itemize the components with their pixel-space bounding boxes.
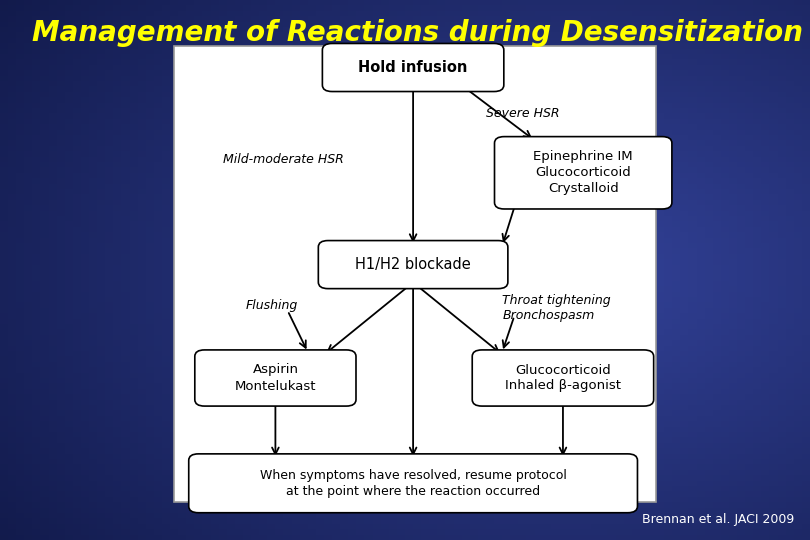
Text: Mild-moderate HSR: Mild-moderate HSR — [223, 153, 343, 166]
Text: Epinephrine IM
Glucocorticoid
Crystalloid: Epinephrine IM Glucocorticoid Crystalloi… — [534, 150, 633, 195]
Text: Throat tightening
Bronchospasm: Throat tightening Bronchospasm — [502, 294, 611, 322]
Text: Management of Reactions during Desensitization: Management of Reactions during Desensiti… — [32, 19, 804, 47]
FancyBboxPatch shape — [472, 350, 654, 406]
FancyBboxPatch shape — [189, 454, 637, 513]
Text: Brennan et al. JACI 2009: Brennan et al. JACI 2009 — [642, 514, 794, 526]
Text: Glucocorticoid
Inhaled β-agonist: Glucocorticoid Inhaled β-agonist — [505, 363, 621, 393]
Text: Flushing: Flushing — [245, 299, 297, 312]
Text: Hold infusion: Hold infusion — [358, 60, 468, 75]
FancyBboxPatch shape — [174, 46, 656, 502]
Text: H1/H2 blockade: H1/H2 blockade — [356, 257, 471, 272]
FancyBboxPatch shape — [318, 241, 508, 288]
FancyBboxPatch shape — [494, 137, 671, 209]
Text: Aspirin
Montelukast: Aspirin Montelukast — [235, 363, 316, 393]
Text: When symptoms have resolved, resume protocol
at the point where the reaction occ: When symptoms have resolved, resume prot… — [260, 469, 566, 498]
Text: Severe HSR: Severe HSR — [486, 107, 560, 120]
FancyBboxPatch shape — [322, 44, 504, 91]
FancyBboxPatch shape — [195, 350, 356, 406]
